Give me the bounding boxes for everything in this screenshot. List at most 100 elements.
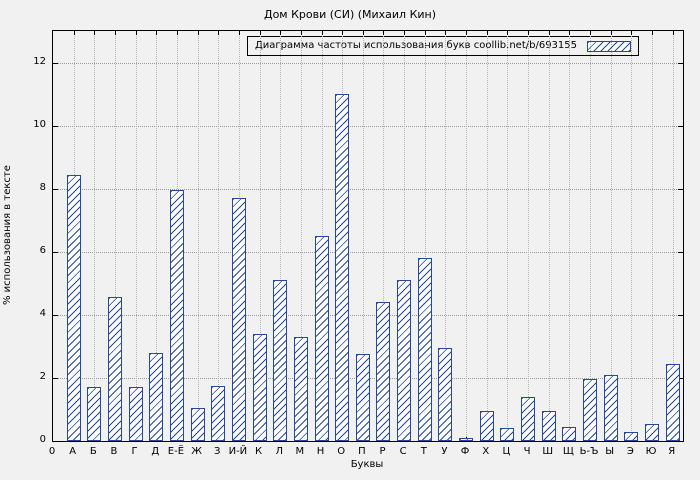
- y-tick-mark: [53, 441, 58, 442]
- y-tick-label: 2: [39, 370, 46, 382]
- x-tick-label: Б: [89, 446, 97, 457]
- gridline-h: [53, 314, 683, 316]
- gridline-v: [652, 31, 654, 441]
- y-tick-mark: [53, 377, 58, 379]
- y-tick-mark: [53, 125, 58, 127]
- x-tick-label: В: [110, 446, 118, 457]
- x-tick-mark: [259, 31, 261, 35]
- legend: Диаграмма частоты использования букв coo…: [246, 36, 639, 56]
- bar: [583, 379, 598, 441]
- y-tick-mark: [678, 188, 683, 190]
- bar: [541, 411, 556, 441]
- gridline-h: [53, 188, 683, 190]
- gridline-v: [672, 31, 674, 441]
- x-tick-mark: [94, 31, 96, 35]
- x-tick-label: Ц: [502, 446, 511, 457]
- x-tick-mark: [135, 31, 137, 35]
- gridline-v: [259, 31, 261, 441]
- y-tick-label: 12: [33, 55, 46, 67]
- x-tick-label: Д: [151, 446, 160, 457]
- bar: [335, 94, 350, 441]
- bar: [397, 280, 412, 441]
- y-tick-mark: [678, 314, 683, 316]
- x-tick-mark: [321, 31, 323, 35]
- gridline-v: [135, 31, 137, 441]
- bar: [562, 427, 577, 441]
- bar: [231, 198, 246, 441]
- bar: [645, 424, 660, 441]
- x-tick-label: Ш: [542, 446, 554, 457]
- gridline-v: [300, 31, 302, 441]
- x-tick-mark: [404, 31, 406, 35]
- x-tick-mark: [238, 31, 240, 35]
- x-tick-label: К: [254, 446, 263, 457]
- y-tick-mark: [678, 125, 683, 127]
- x-tick-mark: [652, 31, 654, 35]
- gridline-v: [94, 31, 96, 441]
- x-tick-mark: [156, 31, 158, 35]
- x-tick-label: Щ: [562, 446, 574, 457]
- x-tick-label: О: [337, 446, 346, 457]
- y-tick-label: 8: [39, 181, 46, 193]
- gridline-v: [507, 31, 509, 441]
- bar: [66, 175, 81, 441]
- x-tick-label: Ч: [523, 446, 531, 457]
- x-tick-label: Э: [626, 446, 634, 457]
- gridline-h: [53, 251, 683, 253]
- gridline-v: [631, 31, 633, 441]
- x-tick-mark: [631, 31, 633, 35]
- x-tick-label: С: [399, 446, 407, 457]
- legend-label: Диаграмма частоты использования букв coo…: [254, 40, 577, 51]
- y-tick-mark: [53, 251, 58, 253]
- y-tick-mark: [678, 377, 683, 379]
- gridline-v: [548, 31, 550, 441]
- x-tick-mark: [383, 31, 385, 35]
- bar: [273, 280, 288, 441]
- x-tick-mark: [486, 31, 488, 35]
- gridline-v: [114, 31, 116, 441]
- bar: [87, 387, 102, 441]
- x-tick-label: Х: [482, 446, 490, 457]
- x-tick-mark: [197, 31, 199, 35]
- gridline-v: [610, 31, 612, 441]
- x-tick-mark: [300, 31, 302, 35]
- bar: [665, 364, 680, 441]
- gridline-v: [424, 31, 426, 441]
- x-tick-mark: [342, 31, 344, 35]
- bar: [149, 353, 164, 441]
- bar: [169, 190, 184, 441]
- x-tick-mark: [507, 31, 509, 35]
- bar: [128, 387, 143, 441]
- gridline-v: [280, 31, 282, 441]
- x-tick-mark: [466, 31, 468, 35]
- y-tick-mark: [678, 441, 683, 442]
- bar: [190, 408, 205, 441]
- x-tick-label: Е-Ё: [167, 446, 185, 457]
- y-tick-label: 6: [39, 244, 46, 256]
- x-tick-label: Ж: [191, 446, 202, 457]
- x-tick-mark: [548, 31, 550, 35]
- x-tick-mark: [362, 31, 364, 35]
- y-tick-mark: [53, 314, 58, 316]
- gridline-v: [445, 31, 447, 441]
- x-tick-label: Ы: [605, 446, 615, 457]
- bar: [417, 258, 432, 441]
- gridline-v: [218, 31, 220, 441]
- x-tick-label: П: [358, 446, 366, 457]
- bar: [624, 432, 639, 441]
- bar: [293, 337, 308, 441]
- gridline-h: [53, 125, 683, 127]
- gridline-v: [590, 31, 592, 441]
- bar: [107, 297, 122, 441]
- gridline-v: [486, 31, 488, 441]
- x-tick-label: 0: [48, 446, 56, 457]
- gridline-v: [156, 31, 158, 441]
- x-tick-label: Т: [420, 446, 427, 457]
- x-tick-mark: [176, 31, 178, 35]
- x-tick-label: Н: [316, 446, 325, 457]
- plot-area: Диаграмма частоты использования букв coo…: [52, 30, 684, 442]
- x-tick-mark: [280, 31, 282, 35]
- legend-swatch: [587, 40, 631, 52]
- bar: [459, 438, 474, 441]
